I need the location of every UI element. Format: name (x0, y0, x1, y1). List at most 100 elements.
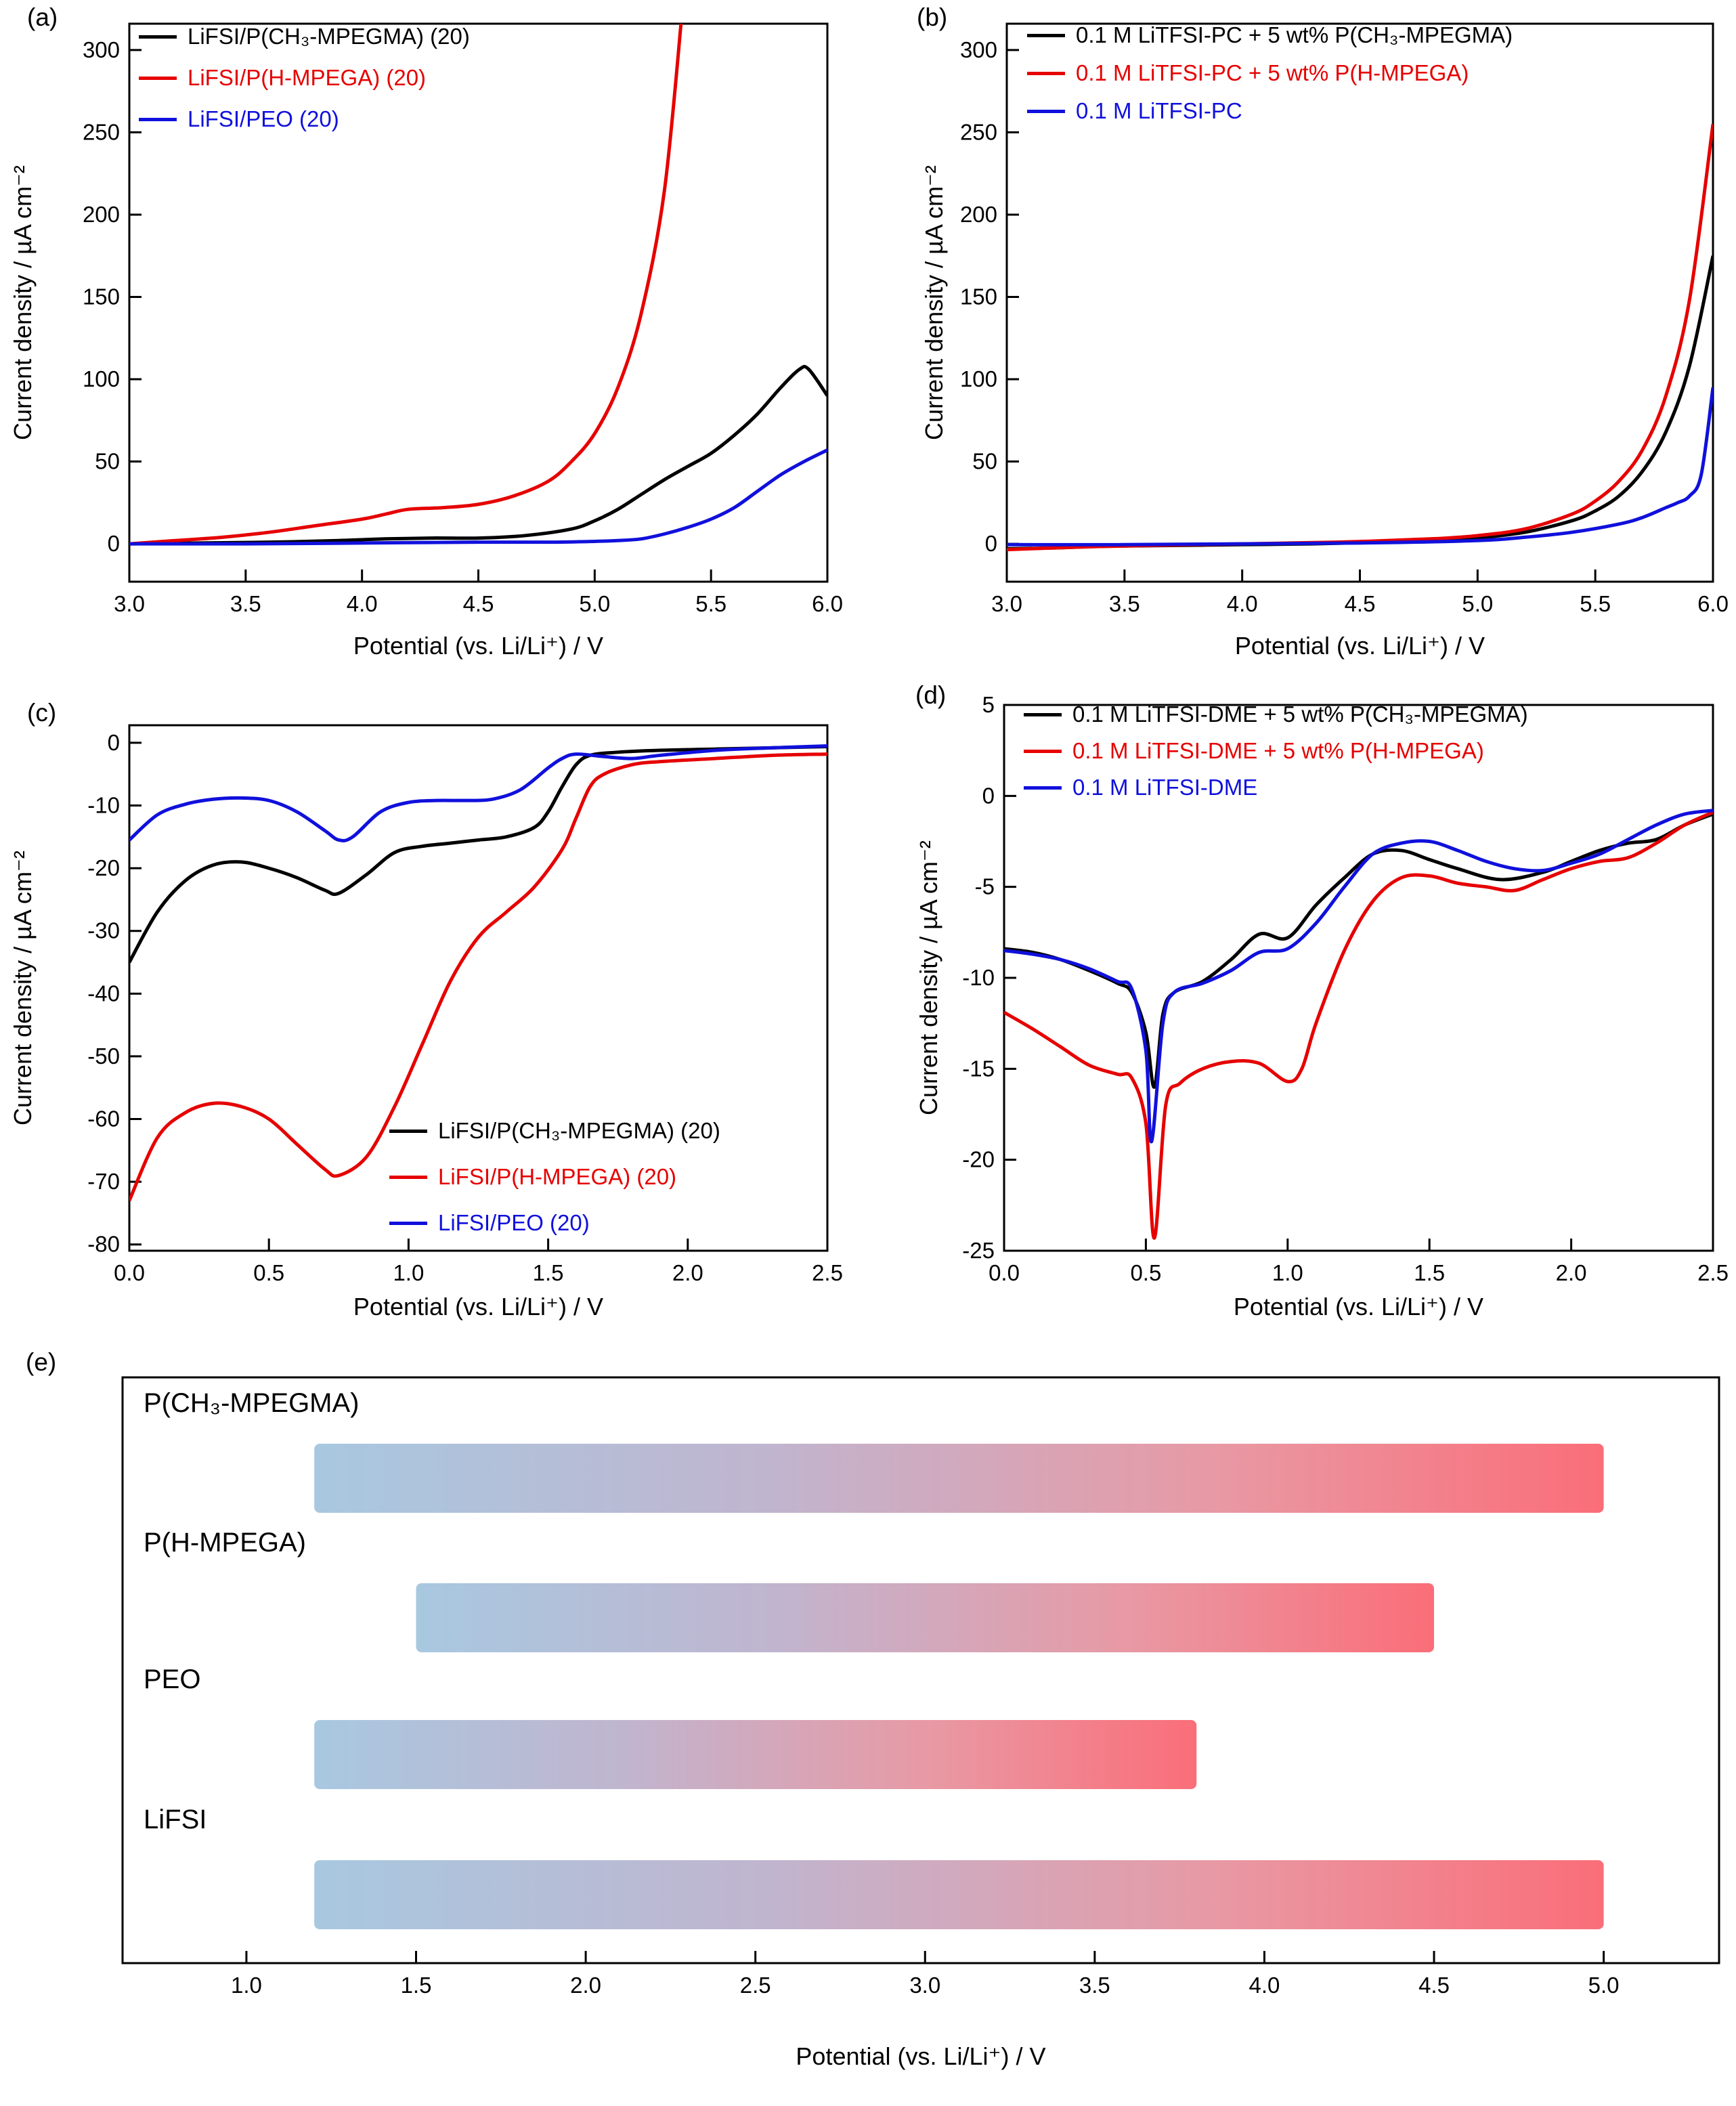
svg-text:-10: -10 (962, 965, 995, 990)
panel-a: (a) Current density / µA cm⁻² 3.0 3.5 4.0 4… (0, 0, 868, 674)
svg-text:4.0: 4.0 (347, 591, 378, 616)
svg-text:4.0: 4.0 (1227, 591, 1258, 616)
panel-c: (c) Current density / µA cm⁻² 0.0 0.5 1.0 1… (0, 674, 868, 1348)
svg-text:50: 50 (95, 449, 120, 474)
svg-text:1.0: 1.0 (231, 1973, 262, 1998)
panel-e: (e) 1.0 1.5 2.0 2.5 3.0 3.5 4.0 4.5 5.0 P(CH₃-MPE… (0, 1348, 1736, 2106)
legend-line-swatch (1024, 712, 1062, 716)
svg-text:0: 0 (108, 730, 120, 755)
svg-text:250: 250 (960, 119, 997, 144)
svg-text:1.5: 1.5 (1414, 1260, 1445, 1285)
legend-line-swatch (1027, 33, 1065, 37)
lsv-cathodic-liquid-plot: 0.0 0.5 1.0 1.5 2.0 2.5 5 0 -5 -10 -15 -20 -25 (962, 692, 1729, 1285)
legend-a: LiFSI/P(CH₃-MPEGMA) (20) LiFSI/P(H-MPEGA)… (139, 23, 470, 133)
svg-text:4.5: 4.5 (463, 591, 494, 616)
svg-text:2.5: 2.5 (740, 1973, 771, 1998)
svg-text:5.5: 5.5 (695, 591, 726, 616)
bar-category-label: PEO (144, 1664, 200, 1694)
legend-item: 0.1 M LiTFSI-PC + 5 wt% P(H-MPEGA) (1027, 60, 1513, 87)
svg-text:2.5: 2.5 (1697, 1260, 1729, 1285)
legend-label: 0.1 M LiTFSI-PC + 5 wt% P(CH₃-MPEGMA) (1076, 22, 1513, 47)
legend-item: 0.1 M LiTFSI-DME + 5 wt% P(CH₃-MPEGMA) (1024, 701, 1528, 728)
x-axis-label-a: Potential (vs. Li/Li⁺) / V (353, 632, 604, 660)
svg-text:1.0: 1.0 (393, 1260, 424, 1285)
legend-item: LiFSI/P(CH₃-MPEGMA) (20) (389, 1117, 720, 1144)
legend-line-swatch (389, 1175, 427, 1179)
svg-text:100: 100 (83, 366, 120, 391)
lsv-anodic-liquid-plot: 3.0 3.5 4.0 4.5 5.0 5.5 6.0 0 50 100 150 200 250 300 (960, 22, 1729, 616)
svg-text:3.0: 3.0 (991, 591, 1022, 616)
panel-letter-e: (e) (26, 1348, 57, 1376)
x-axis-label-b: Potential (vs. Li/Li⁺) / V (1234, 632, 1485, 660)
stability-window-bar-plot: 1.0 1.5 2.0 2.5 3.0 3.5 4.0 4.5 5.0 P(CH₃-MPEGMA)… (121, 1376, 1720, 1998)
panel-letter-b: (b) (917, 3, 948, 31)
svg-text:1.5: 1.5 (401, 1973, 432, 1998)
legend-item: LiFSI/P(CH₃-MPEGMA) (20) (139, 23, 470, 50)
lsv-cathodic-polymer-plot: 0.0 0.5 1.0 1.5 2.0 2.5 0 -10 -20 -30 -40 -50 -60 -70… (87, 724, 843, 1285)
legend-line-swatch (389, 1129, 427, 1133)
svg-text:0.0: 0.0 (989, 1260, 1020, 1285)
svg-text:6.0: 6.0 (1697, 591, 1729, 616)
svg-text:-70: -70 (87, 1169, 120, 1194)
svg-text:4.0: 4.0 (1249, 1973, 1280, 1998)
svg-text:0: 0 (982, 783, 995, 808)
svg-text:2.0: 2.0 (1556, 1260, 1587, 1285)
svg-text:-20: -20 (87, 855, 120, 880)
svg-text:5.0: 5.0 (1462, 591, 1493, 616)
svg-text:-10: -10 (87, 793, 120, 818)
legend-label: LiFSI/PEO (20) (188, 106, 339, 131)
svg-text:3.5: 3.5 (1079, 1973, 1110, 1998)
svg-text:-60: -60 (87, 1106, 120, 1132)
legend-label: LiFSI/P(CH₃-MPEGMA) (20) (188, 24, 470, 49)
svg-text:0: 0 (985, 531, 997, 556)
legend-label: 0.1 M LiTFSI-PC + 5 wt% P(H-MPEGA) (1076, 60, 1469, 85)
svg-text:-50: -50 (87, 1044, 120, 1069)
legend-label: 0.1 M LiTFSI-DME + 5 wt% P(CH₃-MPEGMA) (1072, 702, 1528, 727)
legend-item: 0.1 M LiTFSI-PC + 5 wt% P(CH₃-MPEGMA) (1027, 22, 1513, 49)
legend-item: LiFSI/P(H-MPEGA) (20) (139, 64, 470, 91)
legend-b: 0.1 M LiTFSI-PC + 5 wt% P(CH₃-MPEGMA) 0.1… (1027, 22, 1513, 125)
svg-text:100: 100 (960, 366, 997, 391)
svg-text:5: 5 (982, 692, 995, 717)
svg-text:4.5: 4.5 (1418, 1973, 1450, 1998)
legend-label: LiFSI/P(H-MPEGA) (20) (188, 65, 427, 90)
legend-item: 0.1 M LiTFSI-DME + 5 wt% P(H-MPEGA) (1024, 737, 1528, 765)
legend-item: LiFSI/PEO (20) (389, 1209, 720, 1237)
svg-text:3.0: 3.0 (909, 1973, 940, 1998)
panel-b: (b) Current density / µA cm⁻² 3.0 3.5 4.0 4… (868, 0, 1736, 674)
legend-label: LiFSI/P(H-MPEGA) (20) (438, 1164, 677, 1189)
bar-category-label: P(CH₃-MPEGMA) (144, 1388, 360, 1418)
legend-line-swatch (139, 35, 177, 39)
legend-line-swatch (139, 117, 177, 121)
x-axis-label-e: Potential (vs. Li/Li⁺) / V (796, 2042, 1046, 2070)
legend-label: 0.1 M LiTFSI-PC (1076, 98, 1242, 123)
svg-text:200: 200 (83, 202, 120, 227)
svg-text:-80: -80 (87, 1232, 120, 1257)
svg-text:3.5: 3.5 (230, 591, 261, 616)
legend-item: 0.1 M LiTFSI-PC (1027, 98, 1513, 125)
svg-text:4.5: 4.5 (1345, 591, 1376, 616)
svg-text:-20: -20 (962, 1147, 995, 1172)
x-axis-label-d: Potential (vs. Li/Li⁺) / V (1233, 1293, 1484, 1320)
legend-line-swatch (1027, 109, 1065, 113)
lsv-anodic-polymer-plot: 3.0 3.5 4.0 4.5 5.0 5.5 6.0 0 50 100 150 200 250 300 (83, 22, 843, 616)
svg-text:150: 150 (960, 284, 997, 309)
svg-text:5.0: 5.0 (1588, 1973, 1620, 1998)
svg-text:300: 300 (960, 37, 997, 62)
legend-c: LiFSI/P(CH₃-MPEGMA) (20) LiFSI/P(H-MPEGA)… (389, 1117, 720, 1237)
legend-line-swatch (1027, 71, 1065, 75)
panel-letter-d: (d) (915, 681, 947, 709)
svg-text:3.0: 3.0 (114, 591, 145, 616)
svg-text:-30: -30 (87, 918, 120, 943)
legend-item: LiFSI/P(H-MPEGA) (20) (389, 1163, 720, 1190)
legend-item: LiFSI/PEO (20) (139, 106, 470, 133)
panel-letter-c: (c) (27, 699, 57, 727)
svg-text:50: 50 (972, 449, 997, 474)
svg-text:2.5: 2.5 (812, 1260, 843, 1285)
legend-line-swatch (389, 1221, 427, 1225)
svg-text:-25: -25 (962, 1238, 995, 1263)
svg-text:300: 300 (83, 37, 120, 62)
legend-line-swatch (1024, 786, 1062, 790)
svg-text:-15: -15 (962, 1056, 995, 1081)
svg-text:250: 250 (83, 119, 120, 144)
